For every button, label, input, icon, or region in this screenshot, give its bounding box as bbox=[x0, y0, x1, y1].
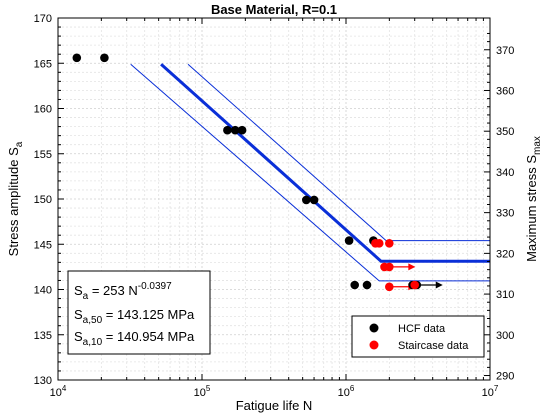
sn-curve-lower bbox=[130, 63, 490, 282]
y2-axis-label-sub: max bbox=[532, 136, 543, 155]
hcf-data-point bbox=[230, 125, 240, 135]
hcf-data-point bbox=[100, 53, 109, 63]
equation-sa50: Sa,50 = 143.125 MPa bbox=[74, 307, 195, 326]
legend: HCF data Staircase data bbox=[351, 315, 485, 358]
y2-axis-label-main: Maximum stress S bbox=[524, 155, 539, 262]
legend-staircase-label: Staircase data bbox=[398, 340, 469, 352]
axis-ticks: 130 135 140 145 150 155 160 165 170 290 300 310 320 3… bbox=[34, 13, 515, 399]
hcf-data-point bbox=[302, 195, 311, 205]
y-axis-label: Stress amplitude Sa bbox=[6, 141, 25, 256]
data-points bbox=[72, 53, 443, 292]
equation-sa10: Sa,10 = 140.954 MPa bbox=[74, 329, 195, 348]
equation-sa: Sa = 253 N-0.0397 bbox=[74, 281, 172, 302]
runout-arrow-head bbox=[408, 263, 416, 271]
y2-tick-label: 340 bbox=[496, 167, 514, 179]
legend-frame bbox=[351, 315, 485, 358]
y2-tick-label: 370 bbox=[496, 45, 514, 57]
y2-tick-label: 310 bbox=[496, 289, 514, 301]
y-axis-label-sub: a bbox=[14, 141, 25, 147]
y-tick-label: 160 bbox=[34, 104, 52, 116]
x-tick-label: 107 bbox=[482, 384, 499, 399]
staircase-data-point bbox=[385, 262, 394, 272]
hcf-data-point bbox=[344, 236, 354, 245]
staircase-data-point bbox=[385, 282, 394, 292]
equation-box-frame bbox=[67, 270, 211, 355]
y-tick-label: 145 bbox=[34, 239, 52, 251]
hcf-data-point bbox=[72, 53, 82, 63]
y2-tick-label: 290 bbox=[496, 371, 514, 383]
x-tick-label: 106 bbox=[338, 384, 355, 399]
y-tick-label: 140 bbox=[34, 285, 52, 297]
hcf-data-point bbox=[223, 125, 232, 135]
runout-arrow-head bbox=[435, 281, 443, 289]
y-tick-label: 150 bbox=[34, 194, 52, 206]
hcf-data-point bbox=[350, 280, 360, 290]
staircase-data-point bbox=[374, 239, 384, 248]
chart-title: Base Material, R=0.1 bbox=[211, 2, 337, 17]
y2-tick-label: 320 bbox=[496, 248, 514, 260]
x-tick-label: 105 bbox=[194, 384, 211, 399]
equation-box: Sa = 253 N-0.0397 Sa,50 = 143.125 MPa Sa… bbox=[67, 270, 211, 355]
y-axis-label-main: Stress amplitude S bbox=[6, 147, 21, 256]
y2-tick-label: 330 bbox=[496, 208, 514, 220]
x-tick-label: 104 bbox=[50, 384, 67, 399]
legend-staircase-marker bbox=[369, 340, 379, 350]
legend-hcf-label: HCF data bbox=[398, 323, 446, 335]
sn-curves bbox=[130, 63, 490, 282]
y2-tick-label: 350 bbox=[496, 126, 514, 138]
y-tick-label: 170 bbox=[34, 13, 52, 25]
staircase-data-point bbox=[410, 280, 420, 290]
y-tick-label: 130 bbox=[34, 375, 52, 387]
x-axis-label: Fatigue life N bbox=[236, 398, 313, 413]
y-tick-label: 155 bbox=[34, 149, 52, 161]
hcf-data-point bbox=[309, 195, 319, 205]
y2-tick-label: 360 bbox=[496, 85, 514, 97]
y2-axis-label: Maximum stress Smax bbox=[524, 136, 543, 262]
hcf-data-point bbox=[237, 125, 247, 135]
y2-tick-label: 300 bbox=[496, 330, 514, 342]
y-tick-label: 165 bbox=[34, 58, 52, 70]
legend-hcf-marker bbox=[369, 323, 379, 333]
hcf-data-point bbox=[362, 280, 372, 290]
staircase-data-point bbox=[385, 239, 394, 248]
y-tick-label: 135 bbox=[34, 330, 52, 342]
